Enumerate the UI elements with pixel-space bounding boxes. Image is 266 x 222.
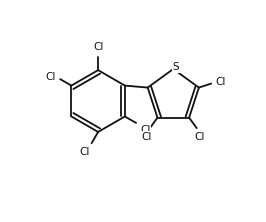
- Text: Cl: Cl: [93, 42, 103, 52]
- Text: S: S: [172, 62, 179, 72]
- Text: Cl: Cl: [46, 72, 56, 82]
- Text: Cl: Cl: [142, 132, 152, 142]
- Text: Cl: Cl: [194, 132, 205, 142]
- Text: Cl: Cl: [216, 77, 226, 87]
- Text: Cl: Cl: [140, 125, 151, 135]
- Text: Cl: Cl: [79, 147, 89, 157]
